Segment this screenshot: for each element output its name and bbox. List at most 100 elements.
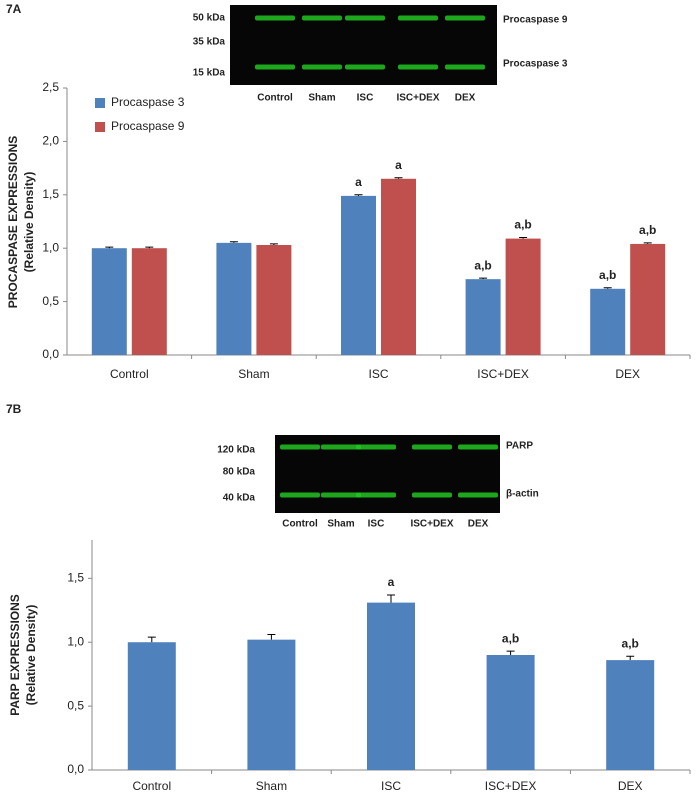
error-bar xyxy=(603,287,612,289)
x-tick-label: ISC xyxy=(368,367,388,381)
annotation: a,b xyxy=(599,268,616,282)
blot-marker: 80 kDa xyxy=(223,467,256,478)
blot-band xyxy=(280,444,320,450)
blot-band xyxy=(255,15,295,21)
legend-label: Procaspase 9 xyxy=(111,119,185,133)
x-tick-label: DEX xyxy=(618,779,643,793)
annotation: a xyxy=(355,175,362,189)
legend-label: Procaspase 3 xyxy=(111,95,185,109)
bar xyxy=(131,248,167,355)
blot-band xyxy=(412,444,452,450)
error-bar xyxy=(147,636,156,643)
bar xyxy=(590,288,626,355)
blot-band xyxy=(458,444,498,450)
blot-marker: 120 kDa xyxy=(217,445,255,456)
blot-lane-label: Sham xyxy=(308,93,335,104)
blot-lane-label: ISC+DEX xyxy=(396,93,439,104)
x-tick-label: ISC xyxy=(381,779,401,793)
blot-band xyxy=(356,444,396,450)
legend-swatch xyxy=(95,98,105,108)
blot-lane-label: DEX xyxy=(468,519,489,530)
blot-marker: 50 kDa xyxy=(193,13,226,24)
blot-band xyxy=(345,64,385,70)
bar xyxy=(367,602,415,770)
bar xyxy=(256,244,292,355)
blot-band xyxy=(458,492,498,498)
y-axis-label: (Relative Density) xyxy=(22,172,36,273)
bar xyxy=(381,178,416,355)
panel-label: 7B xyxy=(6,402,22,416)
error-bar xyxy=(506,650,515,655)
bar xyxy=(341,195,376,355)
blot-band xyxy=(321,492,361,498)
error-bar xyxy=(269,243,278,245)
blot-lane-label: ISC xyxy=(357,93,374,104)
y-tick-label: 1,0 xyxy=(42,240,59,254)
blot-band xyxy=(356,492,396,498)
error-bar xyxy=(145,246,154,249)
blot-lane-label: DEX xyxy=(455,93,476,104)
bar xyxy=(127,642,176,770)
y-tick-label: 1,5 xyxy=(42,187,59,201)
annotation: a xyxy=(388,575,395,589)
x-tick-label: Control xyxy=(132,779,171,793)
x-tick-label: Sham xyxy=(238,367,269,381)
bar xyxy=(505,238,541,355)
annotation: a,b xyxy=(622,636,639,650)
y-tick-label: 0,5 xyxy=(42,294,59,308)
panel-label: 7A xyxy=(6,2,22,16)
annotation: a,b xyxy=(514,218,531,232)
x-tick-label: DEX xyxy=(615,367,640,381)
blot-band xyxy=(321,444,361,450)
blot-lane-label: Sham xyxy=(327,519,354,530)
blot-marker: 15 kDa xyxy=(193,68,226,79)
y-tick-label: 0,0 xyxy=(67,762,84,776)
blot-band xyxy=(398,15,438,21)
y-tick-label: 2,5 xyxy=(42,80,59,94)
blot-band xyxy=(398,64,438,70)
blot-lane-label: ISC xyxy=(368,519,385,530)
x-tick-label: ISC+DEX xyxy=(485,779,537,793)
blot-band xyxy=(302,64,342,70)
blot-band xyxy=(280,492,320,498)
blot-band-label: β-actin xyxy=(506,489,539,500)
blot-band xyxy=(345,15,385,21)
blot-band xyxy=(412,492,452,498)
bar xyxy=(465,279,501,355)
x-tick-label: Control xyxy=(110,367,149,381)
x-tick-label: Sham xyxy=(256,779,287,793)
bar xyxy=(247,639,296,770)
annotation: a,b xyxy=(639,223,656,237)
blot-band xyxy=(445,15,485,21)
error-bar xyxy=(105,246,114,249)
error-bar xyxy=(626,655,635,661)
legend-swatch xyxy=(95,122,105,132)
error-bar xyxy=(229,241,238,243)
blot-band xyxy=(255,64,295,70)
blot-marker: 40 kDa xyxy=(223,493,256,504)
bar xyxy=(216,242,252,355)
bar xyxy=(486,655,535,770)
error-bar xyxy=(394,177,403,179)
y-tick-label: 1,5 xyxy=(67,571,84,585)
blot-band-label: Procaspase 3 xyxy=(503,59,568,70)
blot-band-label: PARP xyxy=(506,441,533,452)
y-axis-label: (Relative Density) xyxy=(24,605,38,706)
bar xyxy=(91,248,127,355)
annotation: a xyxy=(395,158,402,172)
annotation: a,b xyxy=(474,258,491,272)
error-bar xyxy=(519,237,528,239)
error-bar xyxy=(267,634,276,640)
bar xyxy=(630,243,666,355)
bar xyxy=(606,660,655,770)
y-tick-label: 0,5 xyxy=(67,698,84,712)
error-bar xyxy=(354,194,363,196)
blot-band xyxy=(302,15,342,21)
annotation: a,b xyxy=(502,631,519,645)
error-bar xyxy=(643,242,652,244)
blot-lane-label: Control xyxy=(282,519,318,530)
y-tick-label: 0,0 xyxy=(42,347,59,361)
y-tick-label: 1,0 xyxy=(67,634,84,648)
blot-lane-label: Control xyxy=(257,93,293,104)
